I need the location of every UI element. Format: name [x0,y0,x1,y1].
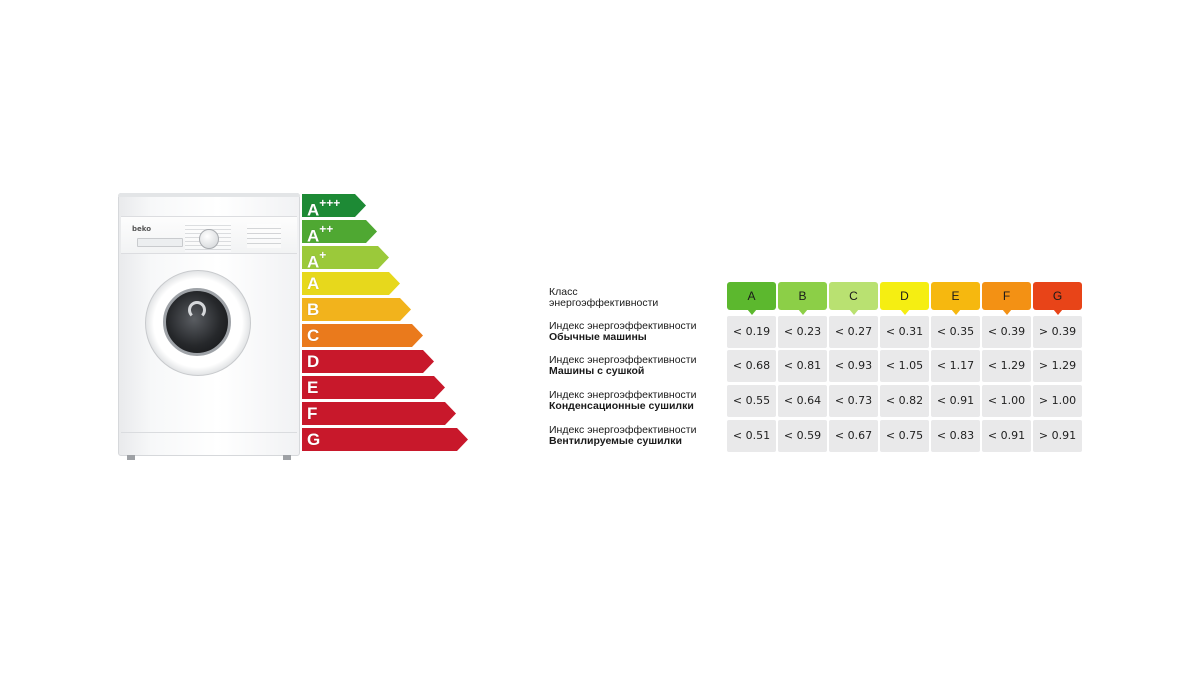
class-header-label: Класс энергоэффективности [549,287,724,309]
class-header-cell: F [982,282,1031,315]
class-header-line2: энергоэффективности [549,297,659,309]
table-cell: < 0.83 [931,420,980,452]
row-label-vented: Индекс энергоэффективности Вентилируемые… [549,425,724,447]
energy-class-letter: A [307,200,320,220]
machine-foot [127,455,135,460]
row-label-line1: Индекс энергоэффективности [549,424,697,436]
table-cell: > 0.91 [1033,420,1082,452]
row-label-washer-dryer: Индекс энергоэффективности Машины с сушк… [549,355,724,377]
washing-machine-image: beko [118,193,300,460]
energy-class-letter: D [307,352,320,371]
energy-class-arrow: G [302,428,468,451]
table-cell: < 0.19 [727,316,776,348]
energy-class-plus: + [319,248,327,262]
row-label-line1: Индекс энергоэффективности [549,320,697,332]
class-header-cell: D [880,282,929,315]
table-cell: < 0.73 [829,385,878,417]
option-buttons [247,224,281,248]
table-cell: < 0.81 [778,350,827,382]
table-cell: < 0.55 [727,385,776,417]
energy-class-arrow: C [302,324,423,347]
class-header-letter: C [849,289,858,303]
class-header-pointer [848,309,859,315]
class-header-pointer [1001,309,1012,315]
class-header-letter: D [900,289,909,303]
row-label-line2: Конденсационные сушилки [549,400,694,412]
class-header-letter: E [951,289,960,303]
class-header-pointer [797,309,808,315]
row-label-line1: Индекс энергоэффективности [549,389,697,401]
table-cell: < 0.91 [931,385,980,417]
door-glass [163,288,231,356]
class-header-pointer [950,309,961,315]
table-cell: > 1.00 [1033,385,1082,417]
energy-class-arrow: D [302,350,434,373]
detergent-drawer [137,238,183,247]
table-cell: < 0.31 [880,316,929,348]
energy-class-plus: +++ [319,196,341,210]
program-knob [199,229,219,249]
energy-class-letter: A [307,226,320,246]
energy-class-letter: F [307,404,318,423]
class-header-letter: B [798,289,807,303]
energy-class-scale: A+++ A++ A+ A B C D E F G [302,194,468,454]
service-panel-line [121,432,297,433]
energy-class-arrow: A++ [302,220,377,243]
machine-foot [283,455,291,460]
class-header-letter: F [1002,289,1011,303]
row-label-line2: Машины с сушкой [549,365,645,377]
energy-class-arrow: A+ [302,246,389,269]
class-header-letter: A [747,289,756,303]
energy-class-arrow: A+++ [302,194,366,217]
table-cell: < 0.23 [778,316,827,348]
class-header-pointer [899,309,910,315]
class-header-pointer [746,309,757,315]
energy-class-plus: ++ [319,222,334,236]
class-header-letter: G [1052,289,1063,303]
table-cell: < 0.68 [727,350,776,382]
class-header-line1: Класс [549,286,578,298]
table-cell: > 1.29 [1033,350,1082,382]
class-header-cell: G [1033,282,1082,315]
machine-brand-logo: beko [132,225,152,233]
class-header-pointer [1052,309,1063,315]
table-cell: < 1.00 [982,385,1031,417]
table-cell: < 1.29 [982,350,1031,382]
table-cell: < 0.75 [880,420,929,452]
class-header-cell: E [931,282,980,315]
table-cell: < 0.91 [982,420,1031,452]
energy-class-letter: B [307,300,320,319]
class-header-cell: B [778,282,827,315]
row-label-condenser: Индекс энергоэффективности Конденсационн… [549,390,724,412]
row-label-line2: Обычные машины [549,331,647,343]
energy-class-arrow: A [302,272,400,295]
energy-class-arrow: B [302,298,411,321]
class-header-cell: C [829,282,878,315]
table-cell: < 0.51 [727,420,776,452]
energy-class-letter: G [307,430,321,449]
table-cell: < 1.05 [880,350,929,382]
table-cell: < 0.93 [829,350,878,382]
energy-class-letter: A [307,252,320,272]
table-cell: < 0.59 [778,420,827,452]
table-cell: < 0.64 [778,385,827,417]
class-header-cell: A [727,282,776,315]
row-label-regular: Индекс энергоэффективности Обычные машин… [549,321,724,343]
table-cell: < 0.82 [880,385,929,417]
table-cell: < 0.67 [829,420,878,452]
row-label-line1: Индекс энергоэффективности [549,354,697,366]
energy-class-letter: C [307,326,320,345]
table-cell: > 0.39 [1033,316,1082,348]
energy-class-arrow: E [302,376,445,399]
table-cell: < 1.17 [931,350,980,382]
energy-class-letter: A [307,274,320,293]
machine-top [118,193,300,197]
table-cell: < 0.39 [982,316,1031,348]
energy-class-letter: E [307,378,319,397]
row-label-line2: Вентилируемые сушилки [549,435,682,447]
energy-class-arrow: F [302,402,456,425]
table-cell: < 0.35 [931,316,980,348]
table-cell: < 0.27 [829,316,878,348]
